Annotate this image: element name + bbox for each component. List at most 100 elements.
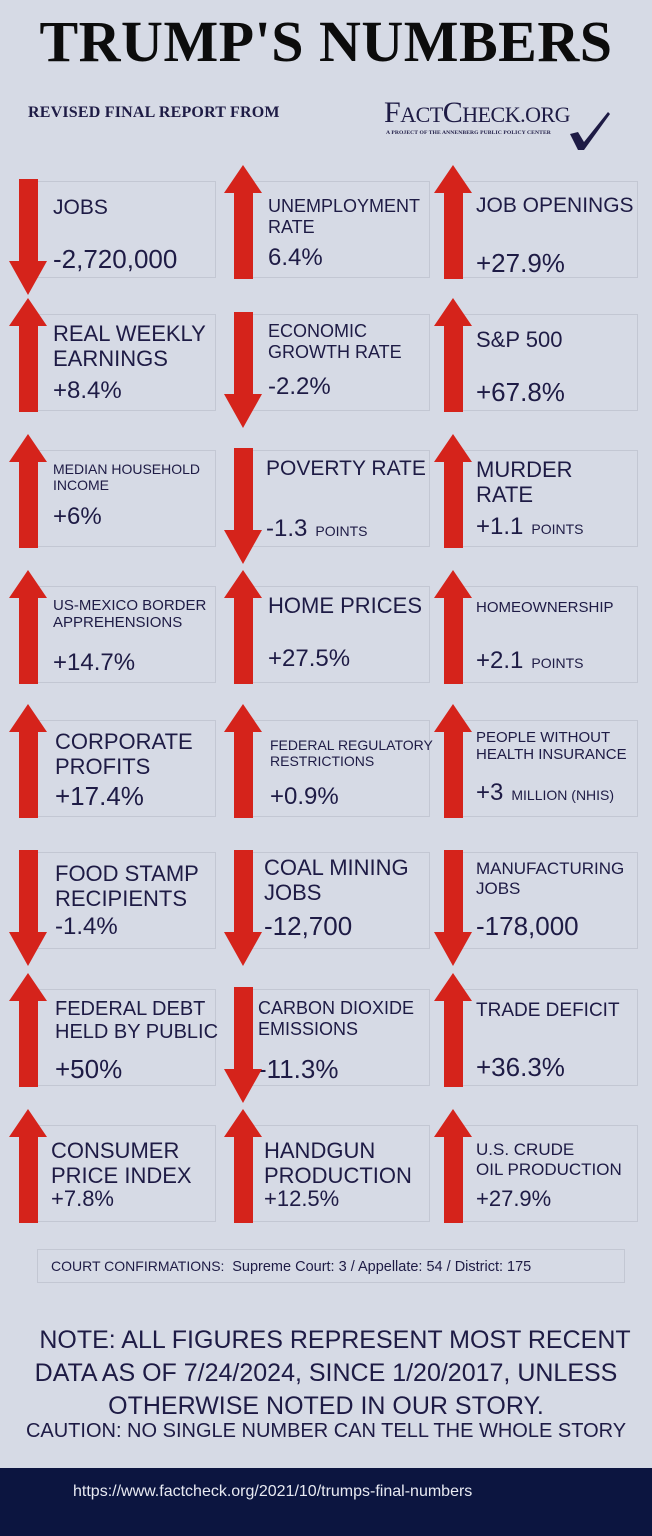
metric-card: POVERTY RATE -1.3 POINTS (245, 450, 430, 547)
arrow-up-icon (9, 704, 47, 818)
metric-label: FEDERAL DEBT HELD BY PUBLIC (55, 998, 219, 1043)
metric-value: +1.1 POINTS (476, 513, 584, 540)
metric-value: +8.4% (53, 377, 122, 404)
metric-card: JOBS -2,720,000 (30, 181, 216, 278)
metric-value: +67.8% (476, 377, 565, 407)
metric-label: JOBS (53, 196, 108, 219)
metric-unit: POINTS (315, 523, 368, 539)
metric-label: COAL MINING JOBS (264, 855, 409, 906)
metric-label: TRADE DEFICIT (476, 1000, 620, 1021)
metric-value: +17.4% (55, 781, 144, 811)
metric-value: -1.3 POINTS (266, 515, 368, 542)
checkmark-icon (570, 112, 610, 150)
metric-label: MEDIAN HOUSEHOLD INCOME (53, 461, 201, 494)
metric-card: HOME PRICES +27.5% (245, 586, 430, 683)
metric-card: U.S. CRUDE OIL PRODUCTION +27.9% (455, 1125, 638, 1222)
court-detail: Supreme Court: 3 / Appellate: 54 / Distr… (232, 1259, 532, 1275)
metric-card: FEDERAL DEBT HELD BY PUBLIC +50% (30, 989, 219, 1086)
metric-label: CORPORATE PROFITS (55, 729, 193, 780)
metric-card: REAL WEEKLY EARNINGS +8.4% (30, 314, 216, 411)
arrow-down-icon (224, 312, 262, 428)
metric-card: FOOD STAMP RECIPIENTS -1.4% (30, 852, 216, 949)
arrow-up-icon (434, 434, 472, 548)
metric-card: COAL MINING JOBS -12,700 (245, 852, 430, 949)
note-text: NOTE: ALL FIGURES REPRESENT MOST RECENT … (34, 1326, 631, 1420)
court-confirmations: COURT CONFIRMATIONS: Supreme Court: 3 / … (37, 1249, 625, 1283)
metric-value: +36.3% (476, 1052, 565, 1082)
metric-label: MURDER RATE (476, 457, 573, 508)
metric-label: JOB OPENINGS (476, 194, 634, 217)
arrow-up-icon (9, 1109, 47, 1223)
metric-card: MEDIAN HOUSEHOLD INCOME +6% (30, 450, 216, 547)
metric-card: CONSUMER PRICE INDEX +7.8% (30, 1125, 216, 1222)
arrow-up-icon (434, 298, 472, 412)
metric-label: PEOPLE WITHOUT HEALTH INSURANCE (476, 729, 627, 764)
metric-value: +3 MILLION (NHIS) (476, 779, 615, 806)
metric-unit: MILLION (NHIS) (511, 787, 615, 803)
metric-value: -2.2% (268, 373, 331, 400)
caution-text: CAUTION: NO SINGLE NUMBER CAN TELL THE W… (25, 1420, 627, 1442)
arrow-up-icon (434, 1109, 472, 1223)
metric-label: UNEMPLOYMENT RATE (268, 196, 421, 237)
metric-label: HANDGUN PRODUCTION (264, 1138, 412, 1189)
metric-value: +27.9% (476, 1186, 552, 1211)
metric-value: +0.9% (270, 783, 339, 810)
arrow-up-icon (434, 704, 472, 818)
arrow-up-icon (224, 570, 262, 684)
metric-label: POVERTY RATE (266, 457, 426, 480)
metric-label: HOMEOWNERSHIP (476, 599, 614, 616)
metric-value: -2,720,000 (53, 244, 178, 274)
arrow-up-icon (9, 973, 47, 1087)
arrow-up-icon (9, 298, 47, 412)
page-title: TRUMP'S NUMBERS (39, 9, 613, 74)
metric-value: -12,700 (264, 911, 353, 941)
metric-label: FEDERAL REGULATORY RESTRICTIONS (270, 737, 433, 770)
metric-label: ECONOMIC GROWTH RATE (268, 321, 402, 362)
arrow-down-icon (224, 850, 262, 966)
arrow-down-icon (224, 448, 262, 564)
arrow-up-icon (224, 704, 262, 818)
metric-label: S&P 500 (476, 327, 563, 352)
footer-bar: https://www.factcheck.org/2021/10/trumps… (0, 1468, 652, 1536)
metric-value: +2.1 POINTS (476, 647, 584, 674)
arrow-up-icon (434, 165, 472, 279)
metric-label: FOOD STAMP RECIPIENTS (55, 861, 199, 912)
metric-label: U.S. CRUDE OIL PRODUCTION (476, 1140, 622, 1179)
metric-label: CARBON DIOXIDE EMISSIONS (258, 998, 415, 1039)
arrow-down-icon (434, 850, 472, 966)
metric-card: FEDERAL REGULATORY RESTRICTIONS +0.9% (245, 720, 433, 817)
arrow-down-icon (224, 987, 262, 1103)
metric-value: +14.7% (53, 649, 136, 676)
metric-card: UNEMPLOYMENT RATE 6.4% (245, 181, 430, 278)
metric-label: US-MEXICO BORDER APPREHENSIONS (53, 597, 207, 632)
arrow-down-icon (9, 179, 47, 295)
metric-card: CORPORATE PROFITS +17.4% (30, 720, 216, 817)
metric-card: MANUFACTURING JOBS -178,000 (455, 852, 638, 949)
arrow-up-icon (9, 434, 47, 548)
arrow-up-icon (434, 570, 472, 684)
metric-label: CONSUMER PRICE INDEX (51, 1138, 192, 1189)
metric-value: +12.5% (264, 1186, 340, 1211)
metric-value: +7.8% (51, 1186, 114, 1211)
metric-label: REAL WEEKLY EARNINGS (53, 321, 206, 372)
metric-value: 6.4% (268, 244, 323, 271)
metric-card: CARBON DIOXIDE EMISSIONS -11.3% (245, 989, 430, 1086)
logo-wordmark: FACTCHECK.ORG (384, 96, 571, 129)
source-url-link[interactable]: https://www.factcheck.org/2021/10/trumps… (73, 1483, 473, 1500)
metric-value: +50% (55, 1054, 123, 1084)
metric-value: +27.5% (268, 645, 351, 672)
metric-value: -1.4% (55, 913, 118, 940)
arrow-down-icon (9, 850, 47, 966)
metric-card: MURDER RATE +1.1 POINTS (455, 450, 638, 547)
metric-card: JOB OPENINGS +27.9% (455, 181, 638, 278)
metric-card: HOMEOWNERSHIP +2.1 POINTS (455, 586, 638, 683)
metric-value: -11.3% (258, 1054, 339, 1084)
metric-value: +27.9% (476, 248, 565, 278)
metric-card: PEOPLE WITHOUT HEALTH INSURANCE +3 MILLION… (455, 720, 638, 817)
metric-card: ECONOMIC GROWTH RATE -2.2% (245, 314, 430, 411)
metric-label: MANUFACTURING JOBS (476, 859, 625, 898)
metric-card: TRADE DEFICIT +36.3% (455, 989, 638, 1086)
logo-tagline: A PROJECT OF THE ANNENBERG PUBLIC POLICY… (386, 130, 551, 136)
metric-card: US-MEXICO BORDER APPREHENSIONS +14.7% (30, 586, 216, 683)
metric-unit: POINTS (531, 655, 584, 671)
